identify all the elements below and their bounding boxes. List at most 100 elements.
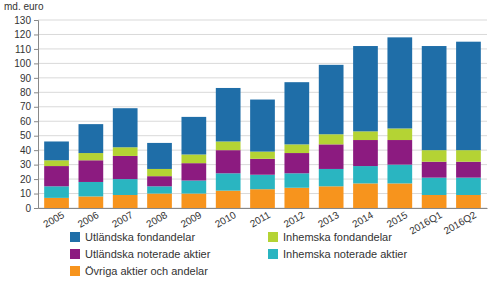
bar-segment bbox=[113, 156, 138, 179]
legend-swatch bbox=[268, 249, 278, 259]
bar-segment bbox=[250, 100, 275, 152]
bar-segment bbox=[181, 181, 206, 194]
legend-item: Övriga aktier och andelar bbox=[70, 265, 208, 277]
bar-segment bbox=[79, 196, 104, 208]
bar-segment bbox=[456, 195, 481, 208]
legend-label: Övriga aktier och andelar bbox=[85, 265, 208, 277]
bar-segment bbox=[422, 178, 447, 195]
bar-segment bbox=[79, 153, 104, 160]
bar-segment bbox=[147, 176, 172, 186]
bar-segment bbox=[456, 162, 481, 178]
bar-segment bbox=[319, 144, 344, 169]
bar-segment bbox=[387, 183, 412, 208]
x-tick: 2011 bbox=[248, 208, 273, 229]
x-tick-label: 2016Q1 bbox=[407, 209, 444, 237]
y-tick: 10 bbox=[20, 188, 38, 199]
bar-segment bbox=[456, 178, 481, 195]
bar-segment bbox=[250, 152, 275, 159]
legend-item: Utländska noterade aktier bbox=[70, 248, 211, 260]
x-tick-label: 2012 bbox=[282, 209, 307, 230]
bar-segment bbox=[250, 189, 275, 208]
y-tick-label: 30 bbox=[20, 159, 32, 170]
bar-segment bbox=[422, 195, 447, 208]
y-tick-mark bbox=[34, 107, 38, 108]
bar-segment bbox=[147, 194, 172, 208]
y-tick-label: 40 bbox=[20, 145, 32, 156]
bar-segment bbox=[319, 186, 344, 208]
y-tick-mark bbox=[34, 63, 38, 64]
bar-segment bbox=[113, 147, 138, 156]
y-tick-label: 60 bbox=[20, 116, 32, 127]
x-tick: 2016Q2 bbox=[442, 208, 479, 236]
x-tick: 2006 bbox=[76, 208, 101, 230]
bar-segment bbox=[422, 150, 447, 162]
legend-item: Utländska fondandelar bbox=[70, 231, 195, 243]
bar-segment bbox=[216, 88, 241, 142]
grid-line bbox=[38, 48, 487, 49]
x-tick-label: 2011 bbox=[248, 209, 273, 229]
bar-segment bbox=[319, 65, 344, 134]
y-tick-label: 110 bbox=[15, 44, 31, 55]
bar-segment bbox=[44, 141, 69, 160]
bar-segment bbox=[113, 195, 138, 208]
y-tick: 20 bbox=[20, 174, 38, 185]
x-tick: 2010 bbox=[213, 208, 238, 230]
y-tick-mark bbox=[34, 92, 38, 93]
y-tick-label: 130 bbox=[14, 15, 31, 26]
y-tick: 50 bbox=[20, 130, 38, 141]
grid-line bbox=[38, 92, 487, 93]
y-tick: 130 bbox=[14, 15, 38, 26]
legend-label: Utländska noterade aktier bbox=[85, 248, 211, 260]
x-tick-label: 2014 bbox=[350, 209, 375, 230]
y-tick: 70 bbox=[20, 101, 38, 112]
x-tick-label: 2013 bbox=[316, 209, 341, 230]
y-tick-label: 0 bbox=[25, 203, 31, 214]
y-tick-label: 80 bbox=[20, 87, 32, 98]
bar-segment bbox=[44, 160, 69, 166]
y-tick: 60 bbox=[20, 116, 38, 127]
bar-segment bbox=[79, 182, 104, 196]
y-tick: 90 bbox=[20, 73, 38, 84]
bar-segment bbox=[353, 166, 378, 183]
x-tick-label: 2015 bbox=[385, 209, 410, 230]
grid-line bbox=[38, 20, 487, 21]
bar-segment bbox=[456, 42, 481, 150]
bar-segment bbox=[181, 117, 206, 155]
bar-segment bbox=[250, 175, 275, 189]
legend-item: Inhemska noterade aktier bbox=[268, 248, 407, 260]
x-tick: 2007 bbox=[110, 208, 135, 230]
x-tick-label: 2010 bbox=[213, 209, 238, 230]
y-tick-mark bbox=[34, 150, 38, 151]
y-tick: 30 bbox=[20, 159, 38, 170]
chart: 0102030405060708090100110120130200520062… bbox=[0, 0, 491, 302]
bar-segment bbox=[113, 179, 138, 195]
y-axis: 0102030405060708090100110120130 bbox=[14, 15, 38, 214]
series bbox=[44, 37, 481, 169]
bar-segment bbox=[44, 166, 69, 186]
bar-segment bbox=[353, 131, 378, 140]
bar-segment bbox=[181, 154, 206, 163]
y-tick-mark bbox=[34, 49, 38, 50]
bars bbox=[44, 37, 481, 208]
bar-segment bbox=[147, 186, 172, 193]
y-tick-mark bbox=[34, 179, 38, 180]
bar-segment bbox=[181, 163, 206, 180]
bar-segment bbox=[319, 169, 344, 186]
x-tick-label: 2009 bbox=[179, 209, 204, 230]
bar-segment bbox=[44, 198, 69, 208]
y-tick-mark bbox=[34, 165, 38, 166]
y-tick-mark bbox=[34, 20, 38, 21]
legend-swatch bbox=[70, 249, 80, 259]
bar-segment bbox=[422, 162, 447, 178]
bar-segment bbox=[79, 160, 104, 182]
y-tick-mark bbox=[34, 194, 38, 195]
bar-segment bbox=[147, 169, 172, 176]
x-tick-label: 2006 bbox=[76, 209, 101, 230]
grid-line bbox=[38, 34, 487, 35]
y-tick-label: 50 bbox=[20, 130, 32, 141]
y-tick: 0 bbox=[25, 203, 38, 214]
bar-segment bbox=[181, 194, 206, 208]
legend-label: Inhemska noterade aktier bbox=[283, 248, 407, 260]
bar-segment bbox=[387, 128, 412, 140]
bar-segment bbox=[44, 186, 69, 198]
